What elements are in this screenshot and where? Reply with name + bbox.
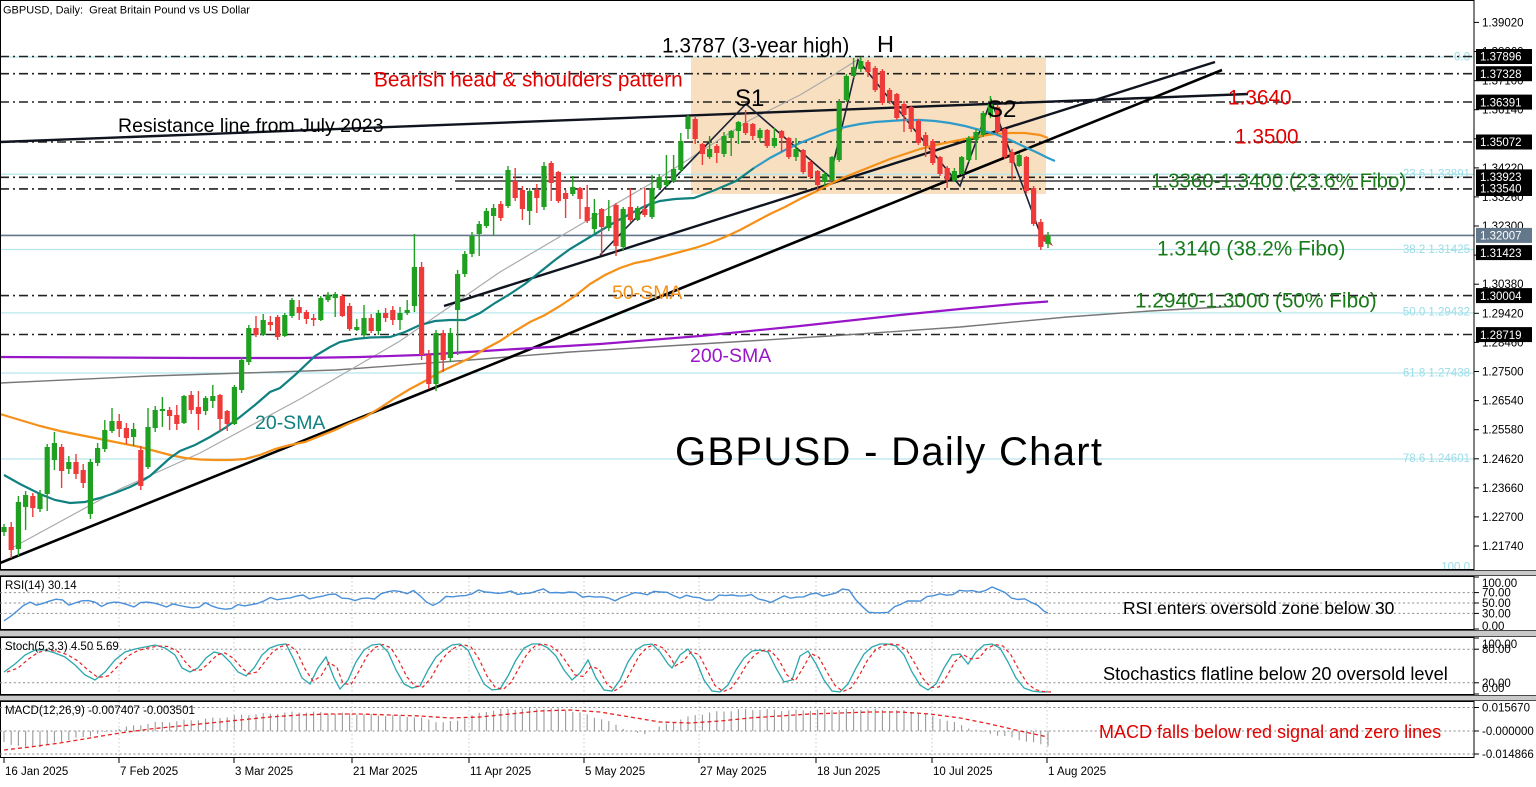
svg-text:1.37896: 1.37896 [1480, 52, 1522, 64]
svg-text:50-SMA: 50-SMA [612, 282, 682, 304]
svg-text:1.32007: 1.32007 [1480, 231, 1522, 243]
svg-text:S1: S1 [735, 85, 764, 112]
svg-text:20.00: 20.00 [1482, 678, 1511, 690]
svg-text:61.8 1.27438: 61.8 1.27438 [1403, 368, 1470, 380]
svg-text:21 Mar 2025: 21 Mar 2025 [353, 766, 418, 778]
svg-text:1.30004: 1.30004 [1480, 291, 1522, 303]
svg-text:Bearish head & shoulders patte: Bearish head & shoulders pattern [374, 69, 683, 92]
svg-text:0.0: 0.0 [1454, 52, 1470, 64]
svg-text:200-SMA: 200-SMA [690, 345, 771, 367]
svg-text:1.28719: 1.28719 [1480, 330, 1522, 342]
svg-text:1.3640: 1.3640 [1228, 87, 1292, 110]
svg-text:1.26540: 1.26540 [1482, 396, 1524, 408]
svg-text:MACD falls below red signal an: MACD falls below red signal and zero lin… [1099, 722, 1441, 742]
svg-text:30.00: 30.00 [1482, 608, 1511, 620]
svg-text:RSI enters oversold zone below: RSI enters oversold zone below 30 [1123, 598, 1395, 618]
svg-text:1.37328: 1.37328 [1480, 69, 1522, 81]
svg-text:1.33540: 1.33540 [1480, 184, 1522, 196]
svg-text:Stoch(5,3,3) 4.50 5.69: Stoch(5,3,3) 4.50 5.69 [5, 641, 119, 653]
svg-text:5 May 2025: 5 May 2025 [585, 766, 645, 778]
svg-text:1.39020: 1.39020 [1482, 17, 1524, 29]
svg-text:RSI(14) 30.14: RSI(14) 30.14 [5, 580, 77, 592]
svg-text:11 Apr 2025: 11 Apr 2025 [470, 766, 531, 778]
svg-text:0.015670: 0.015670 [1482, 703, 1530, 715]
svg-text:50.00: 50.00 [1482, 598, 1511, 610]
svg-text:H: H [877, 31, 894, 57]
svg-text:Stochastics flatline below 20: Stochastics flatline below 20 oversold l… [1103, 664, 1448, 684]
svg-text:0.00: 0.00 [1482, 683, 1504, 695]
svg-text:1.3787 (3-year high): 1.3787 (3-year high) [662, 35, 849, 58]
svg-text:20-SMA: 20-SMA [255, 412, 325, 434]
svg-text:1.3140 (38.2% Fibo): 1.3140 (38.2% Fibo) [1157, 238, 1345, 261]
svg-text:MACD(12,26,9) -0.007407 -0.003: MACD(12,26,9) -0.007407 -0.003501 [5, 705, 195, 717]
svg-text:1.31423: 1.31423 [1480, 248, 1522, 260]
svg-text:38.2 1.31425: 38.2 1.31425 [1403, 244, 1470, 256]
svg-text:10 Jul 2025: 10 Jul 2025 [933, 766, 992, 778]
svg-text:78.6 1.24601: 78.6 1.24601 [1403, 453, 1470, 465]
svg-text:80.00: 80.00 [1482, 644, 1511, 656]
svg-text:7 Feb 2025: 7 Feb 2025 [120, 766, 178, 778]
svg-text:100.00: 100.00 [1482, 578, 1517, 590]
svg-text:70.00: 70.00 [1482, 588, 1511, 600]
svg-text:1.22700: 1.22700 [1482, 512, 1524, 524]
svg-text:-0.000000: -0.000000 [1482, 726, 1534, 738]
svg-text:100.00: 100.00 [1482, 639, 1517, 651]
svg-text:1.23660: 1.23660 [1482, 483, 1524, 495]
svg-text:27 May 2025: 27 May 2025 [700, 766, 767, 778]
svg-text:GBPUSD, Daily: Great Britain: GBPUSD, Daily: Great Britain Pound vs US… [3, 5, 250, 17]
svg-text:-0.014866: -0.014866 [1482, 749, 1534, 761]
svg-text:50.0 1.29432: 50.0 1.29432 [1403, 307, 1470, 319]
svg-text:3 Mar 2025: 3 Mar 2025 [235, 766, 293, 778]
svg-text:1.3360-1.3400 (23.6% Fibo): 1.3360-1.3400 (23.6% Fibo) [1151, 170, 1406, 193]
svg-text:Resistance line from July 2023: Resistance line from July 2023 [118, 115, 384, 137]
svg-text:1.36391: 1.36391 [1480, 97, 1522, 109]
svg-text:1 Aug 2025: 1 Aug 2025 [1048, 766, 1106, 778]
svg-text:1.29420: 1.29420 [1482, 308, 1524, 320]
svg-text:1.2940-1.3000 (50% Fibo): 1.2940-1.3000 (50% Fibo) [1135, 290, 1377, 313]
svg-text:S2: S2 [987, 96, 1016, 123]
svg-text:16 Jan 2025: 16 Jan 2025 [5, 766, 68, 778]
svg-text:1.25580: 1.25580 [1482, 425, 1524, 437]
svg-text:1.24620: 1.24620 [1482, 454, 1524, 466]
svg-text:18 Jun 2025: 18 Jun 2025 [817, 766, 880, 778]
svg-text:1.27500: 1.27500 [1482, 367, 1524, 379]
svg-text:1.35072: 1.35072 [1480, 137, 1522, 149]
svg-text:1.21740: 1.21740 [1482, 541, 1524, 553]
svg-text:GBPUSD - Daily Chart: GBPUSD - Daily Chart [675, 430, 1103, 474]
svg-text:1.3500: 1.3500 [1235, 126, 1299, 149]
svg-text:23.6 1.33891: 23.6 1.33891 [1403, 169, 1470, 181]
